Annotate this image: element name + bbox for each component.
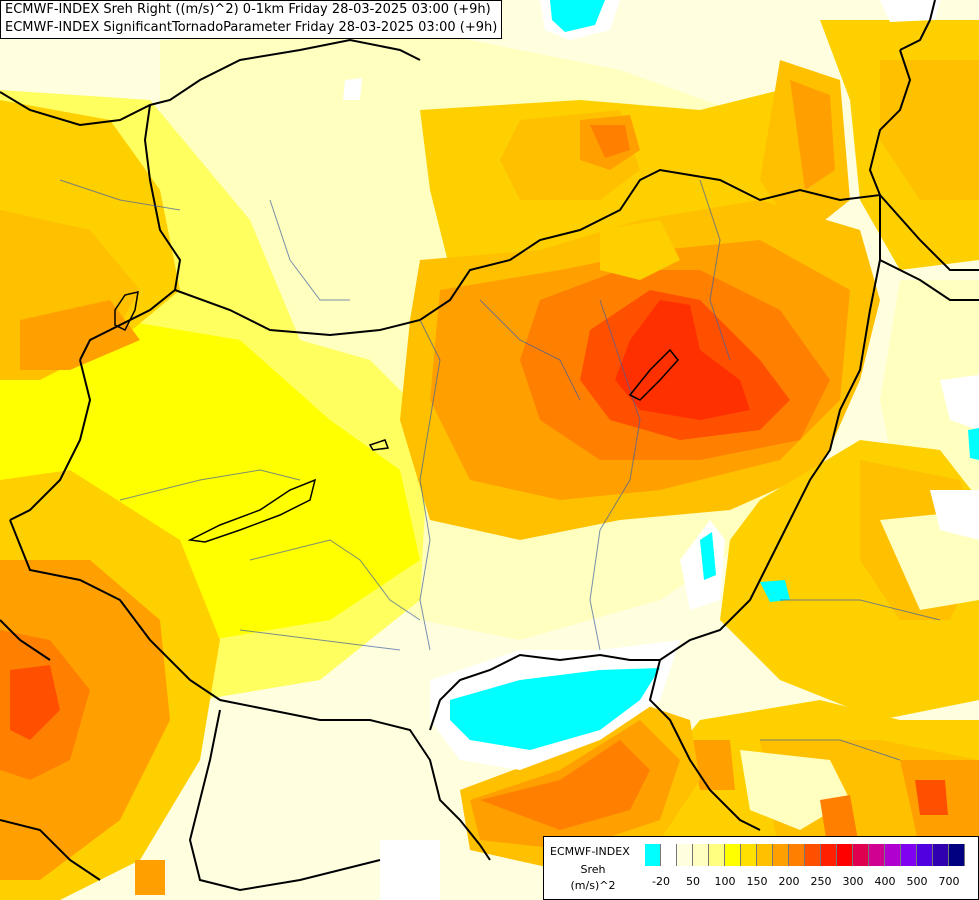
regional-lines: [59, 179, 941, 761]
legend-swatch: [917, 844, 933, 866]
legend-swatch: [725, 844, 741, 866]
legend-swatch: [821, 844, 837, 866]
legend-tick-label: 700: [938, 875, 960, 888]
title-stp: ECMWF-INDEX SignificantTornadoParameter …: [5, 20, 498, 35]
legend-swatch: [661, 844, 677, 866]
legend-tick-label: 150: [746, 875, 768, 888]
legend-swatch: [789, 844, 805, 866]
legend-ticks: -20 50 100 150 200 250 300 400 500 700: [645, 875, 975, 889]
legend-swatch: [773, 844, 789, 866]
color-legend: ECMWF-INDEX Sreh (m/s)^2 -20 50 100 150 200 2…: [543, 836, 979, 900]
legend-tick-label: 500: [906, 875, 928, 888]
legend-tick-label: 50: [686, 875, 700, 888]
legend-swatch: [853, 844, 869, 866]
legend-swatch: [869, 844, 885, 866]
legend-tick-label: -20: [652, 875, 670, 888]
legend-swatch: [645, 844, 661, 866]
legend-swatch: [837, 844, 853, 866]
legend-tick-label: 250: [810, 875, 832, 888]
legend-swatch: [757, 844, 773, 866]
legend-swatch: [901, 844, 917, 866]
legend-swatch: [949, 844, 965, 866]
legend-swatch: [709, 844, 725, 866]
title-sreh: ECMWF-INDEX Sreh Right ((m/s)^2) 0-1km F…: [5, 2, 491, 17]
legend-swatch: [933, 844, 949, 866]
legend-tick-label: 300: [842, 875, 864, 888]
legend-swatch: [677, 844, 693, 866]
legend-swatch: [805, 844, 821, 866]
legend-tick-label: 400: [874, 875, 896, 888]
legend-variable: Sreh: [580, 863, 606, 876]
legend-unit: (m/s)^2: [570, 879, 616, 892]
legend-swatch: [885, 844, 901, 866]
map-title-box: ECMWF-INDEX Sreh Right ((m/s)^2) 0-1km F…: [0, 0, 503, 39]
legend-swatch: [741, 844, 757, 866]
legend-swatches: [645, 844, 965, 866]
legend-model-name: ECMWF-INDEX: [550, 845, 630, 858]
legend-tick-label: 200: [778, 875, 800, 888]
legend-swatch: [693, 844, 709, 866]
legend-tick-label: 100: [714, 875, 736, 888]
lake-outlines: [114, 291, 679, 543]
